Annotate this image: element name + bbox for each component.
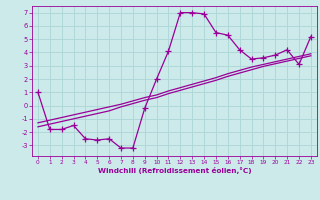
- X-axis label: Windchill (Refroidissement éolien,°C): Windchill (Refroidissement éolien,°C): [98, 167, 251, 174]
